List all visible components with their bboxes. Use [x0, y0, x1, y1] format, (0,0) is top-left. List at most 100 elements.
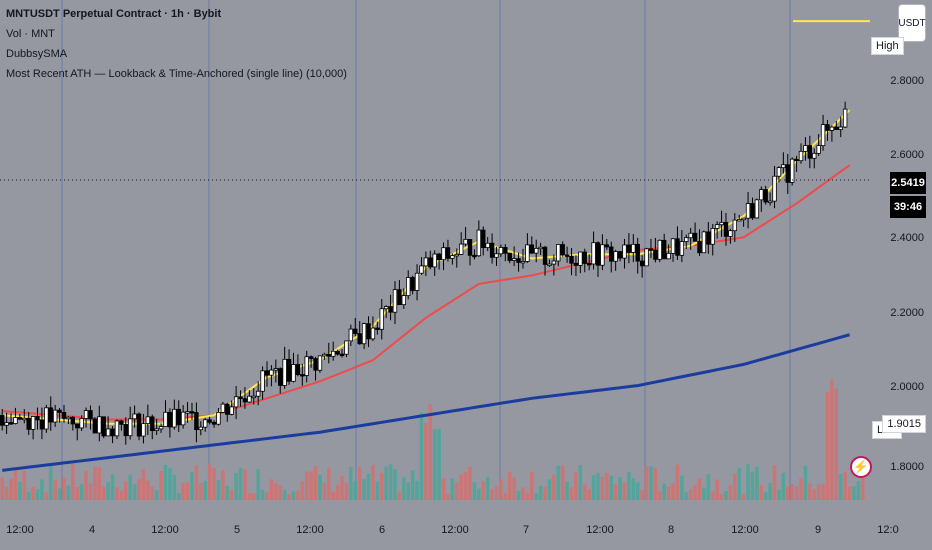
- legend-volume[interactable]: Vol · MNT: [6, 28, 55, 40]
- volume-bar: [733, 473, 737, 500]
- volume-bar: [26, 491, 31, 500]
- candle-body: [247, 395, 252, 403]
- volume-bar: [322, 483, 327, 500]
- currency-button[interactable]: USDT: [898, 4, 926, 42]
- volume-bar: [560, 465, 565, 500]
- candle-body: [414, 272, 420, 291]
- volume-bar: [406, 482, 411, 500]
- volume-bar: [75, 487, 80, 500]
- candle-body: [300, 374, 305, 377]
- candle-body: [516, 258, 521, 263]
- volume-bar: [525, 493, 530, 500]
- bolt-icon[interactable]: ⚡: [850, 456, 872, 478]
- volume-bar: [247, 492, 252, 500]
- volume-bar: [66, 485, 71, 500]
- candle-body: [401, 295, 407, 306]
- candle-body: [472, 254, 477, 258]
- volume-bar: [477, 488, 481, 500]
- countdown-tag: 39:46: [890, 196, 926, 218]
- candle-body: [816, 145, 821, 154]
- volume-bar: [750, 471, 755, 500]
- candle-body: [4, 422, 9, 426]
- candle-body: [604, 244, 610, 248]
- volume-bar: [662, 483, 666, 500]
- candle-body: [600, 244, 605, 266]
- volume-bar: [115, 487, 119, 500]
- volume-bar: [44, 492, 49, 500]
- candle-body: [789, 158, 795, 183]
- volume-bar: [260, 489, 265, 500]
- volume-bar: [18, 481, 22, 500]
- legend-symbol[interactable]: MNTUSDT Perpetual Contract · 1h · Bybit: [6, 8, 222, 20]
- volume-bar: [101, 486, 106, 500]
- candle-body: [180, 411, 186, 426]
- volume-bar: [340, 475, 344, 500]
- candle-body: [260, 370, 265, 392]
- time-tick: 12:00: [296, 524, 324, 536]
- candle-body: [820, 124, 826, 147]
- volume-bar: [481, 481, 486, 500]
- candle-body: [454, 254, 459, 257]
- time-tick: 6: [378, 524, 386, 536]
- volume-bar: [410, 470, 415, 500]
- candle-body: [706, 231, 711, 245]
- volume-bar: [278, 485, 283, 500]
- candle-body: [189, 411, 195, 414]
- candle-body: [648, 248, 654, 251]
- volume-bar: [635, 482, 640, 500]
- time-tick: 4: [88, 524, 96, 536]
- volume-bar: [93, 466, 97, 500]
- volume-bar: [852, 486, 856, 500]
- candle-body: [494, 253, 499, 258]
- legend-sma[interactable]: DubbsySMA: [6, 48, 68, 60]
- price-tick: 2.6000: [890, 149, 924, 161]
- candle-body: [348, 328, 354, 342]
- candle-body: [375, 327, 380, 330]
- volume-bar: [432, 429, 437, 500]
- candle-body: [229, 406, 234, 415]
- candle-body: [379, 308, 384, 330]
- volume-bar: [35, 489, 40, 500]
- candle-body: [670, 238, 676, 254]
- candle-body: [61, 412, 67, 419]
- volume-bar: [176, 493, 181, 500]
- low-value: 1.9015: [882, 415, 926, 433]
- time-axis[interactable]: 12:00 4 12:00 5 12:00 6 12:00 7 12:00 8 …: [0, 510, 898, 550]
- volume-bar: [371, 464, 375, 500]
- candle-body: [295, 364, 301, 375]
- volume-bar: [755, 466, 759, 500]
- volume-bar: [366, 473, 371, 500]
- volume-bar: [181, 483, 185, 500]
- candle-body: [39, 419, 45, 430]
- volume-bar: [468, 466, 472, 500]
- volume-bar: [48, 464, 53, 500]
- legend-ath[interactable]: Most Recent ATH — Lookback & Time-Anchor…: [6, 68, 347, 80]
- volume-bar: [719, 493, 724, 500]
- candle-body: [110, 428, 115, 437]
- candle-body: [520, 261, 526, 264]
- price-axis[interactable]: 2.8000 2.6000 2.4000 2.2000 2.0000 1.800…: [870, 0, 932, 510]
- candle-body: [679, 241, 685, 256]
- volume-bar: [212, 467, 216, 500]
- candle-body: [410, 277, 415, 291]
- volume-bar: [97, 467, 102, 500]
- volume-bar: [251, 493, 256, 500]
- volume-bar: [388, 464, 393, 500]
- candle-body: [335, 350, 340, 355]
- volume-bar: [172, 474, 177, 500]
- candle-body: [30, 416, 36, 430]
- candle-body: [450, 255, 455, 259]
- volume-bar: [106, 481, 110, 500]
- volume-bar: [529, 472, 534, 500]
- volume-bar: [799, 478, 803, 500]
- candle-body: [123, 423, 128, 437]
- volume-bar: [768, 482, 772, 500]
- volume-bar: [485, 476, 490, 500]
- candle-body: [326, 353, 331, 357]
- volume-bar: [582, 483, 587, 500]
- volume-bar: [777, 489, 781, 500]
- volume-bar: [834, 388, 839, 500]
- candle-body: [282, 358, 287, 386]
- volume-bar: [141, 468, 146, 500]
